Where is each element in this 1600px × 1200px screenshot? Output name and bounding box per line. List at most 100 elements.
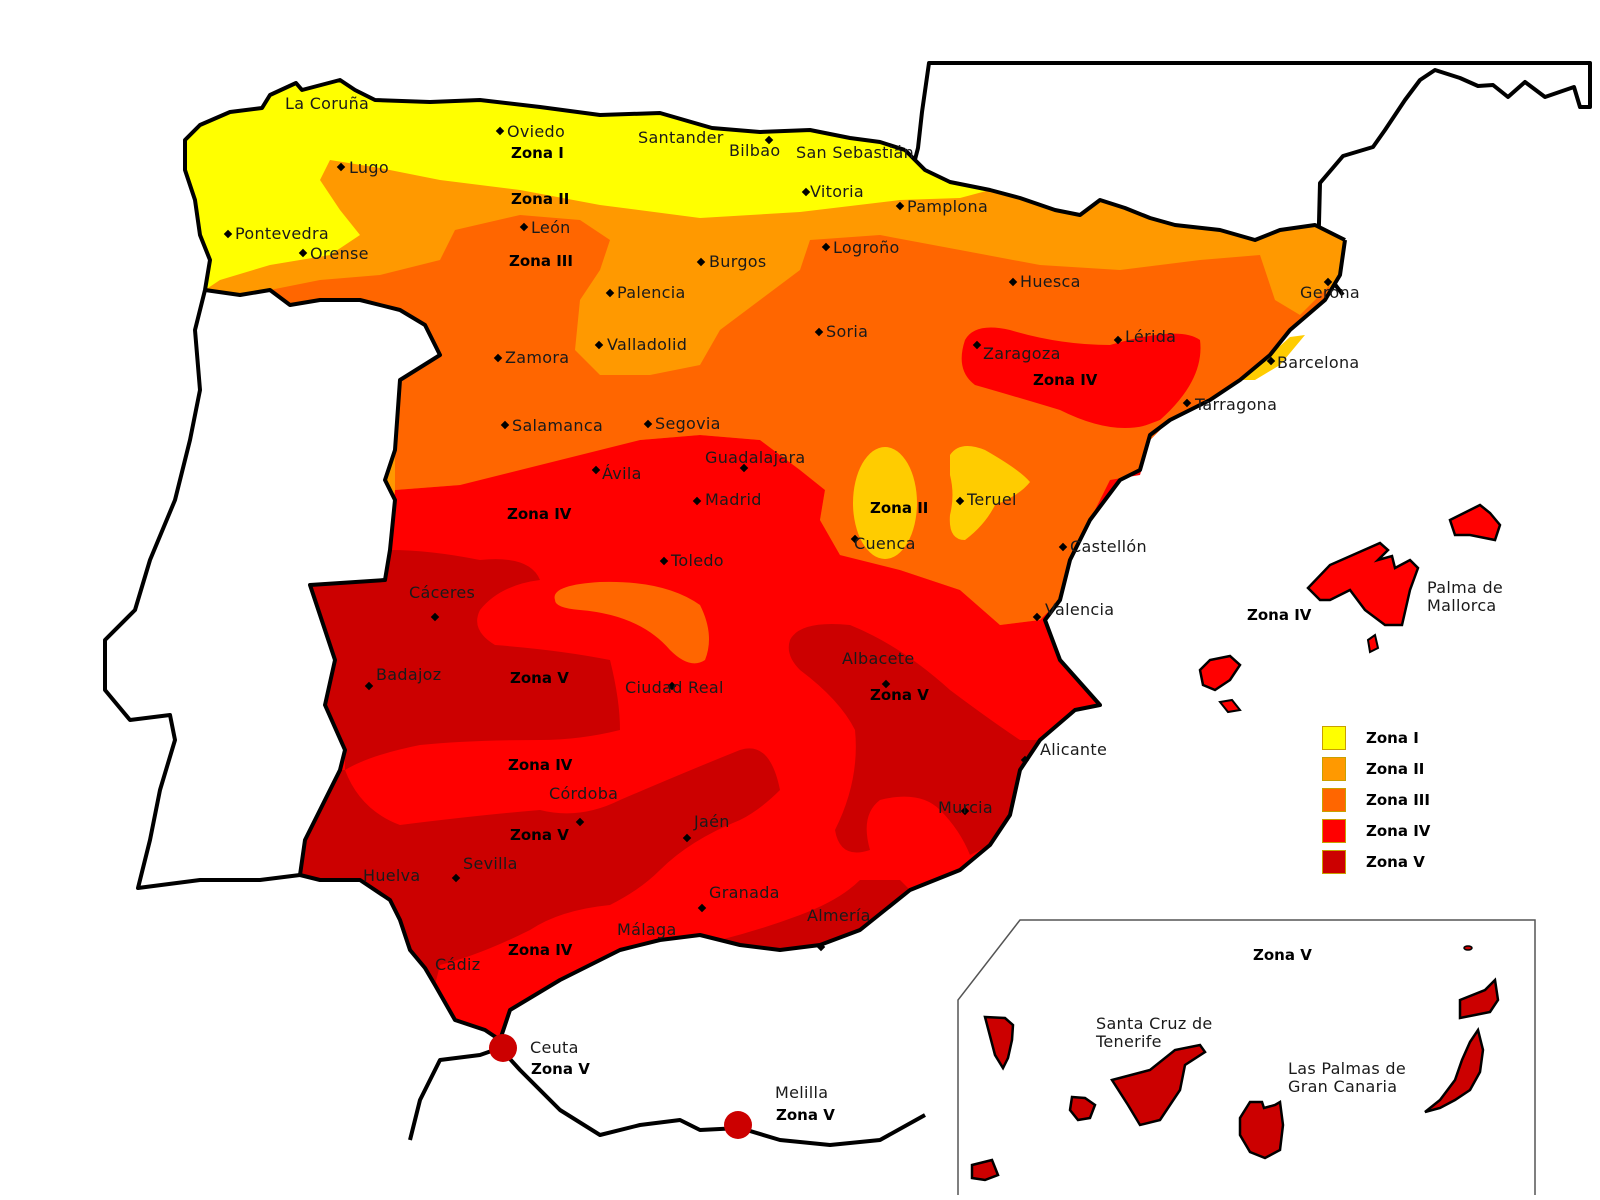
tenerife-island	[1110, 1043, 1207, 1127]
zone-label: Zona IV	[1033, 371, 1098, 389]
city-label: Cáceres	[409, 583, 476, 602]
zona-iii-ciudad-real	[554, 581, 709, 664]
city-label: Murcia	[938, 798, 994, 817]
city-label: Tenerife	[1096, 1032, 1162, 1051]
city-label: Huelva	[363, 866, 421, 885]
zona-v-albacete	[788, 624, 1040, 855]
city-label: Teruel	[967, 490, 1017, 509]
legend-label: Zona I	[1366, 728, 1419, 747]
city-label: Ávila	[602, 464, 642, 483]
city-label: Córdoba	[549, 784, 619, 803]
city-label: Castellón	[1070, 537, 1147, 556]
portugal-border	[204, 288, 442, 876]
zone-label: Zona II	[870, 499, 929, 517]
zone-label: Zona V	[870, 686, 929, 704]
city-label: Bilbao	[729, 141, 781, 160]
city-label: Gran Canaria	[1288, 1077, 1398, 1096]
city-label: Zaragoza	[983, 344, 1061, 363]
city-label: Cuenca	[854, 534, 916, 553]
menorca-island	[1448, 503, 1502, 542]
city-label: Ceuta	[530, 1038, 579, 1057]
city-label: Vitoria	[810, 182, 865, 201]
zone-label: Zona V	[531, 1060, 590, 1078]
alegranza-islet	[1463, 945, 1473, 951]
city-label: Salamanca	[512, 416, 604, 435]
city-label: Mallorca	[1427, 596, 1497, 615]
zone-label: Zona IV	[508, 756, 573, 774]
legend-swatch-zona-ii	[1322, 756, 1346, 781]
iberia-coastline	[103, 78, 1347, 1042]
legend-item-zona-ii: Zona II	[1322, 753, 1430, 784]
morocco-coastline	[408, 1046, 926, 1147]
legend-item-zona-iii: Zona III	[1322, 784, 1430, 815]
city-label: Segovia	[655, 414, 721, 433]
mallorca-island	[1306, 541, 1420, 627]
zone-label: Zona I	[511, 144, 564, 162]
city-label: Logroño	[833, 238, 900, 257]
city-label: Melilla	[775, 1083, 829, 1102]
city-label: Badajoz	[376, 665, 442, 684]
zone-label: Zona IV	[1247, 606, 1312, 624]
france-outline	[903, 61, 1592, 297]
city-label: Guadalajara	[705, 448, 806, 467]
ceuta-marker	[489, 1034, 517, 1062]
city-label: Barcelona	[1277, 353, 1360, 372]
city-label: Santa Cruz de	[1096, 1014, 1213, 1033]
france-border	[903, 148, 1346, 242]
zona-v-extremadura	[310, 550, 620, 770]
zona-iv-ebro	[961, 327, 1201, 428]
legend-item-zona-i: Zona I	[1322, 722, 1430, 753]
el-hierro-island	[970, 1158, 1000, 1182]
melilla-marker	[724, 1111, 752, 1139]
legend-label: Zona IV	[1366, 821, 1431, 840]
legend-swatch-zona-i	[1322, 725, 1346, 750]
la-palma-island	[983, 1015, 1015, 1071]
city-label: Valladolid	[607, 335, 688, 354]
city-label: Granada	[709, 883, 780, 902]
zona-v-almeria	[720, 880, 910, 950]
formentera-island	[1218, 698, 1242, 714]
zone-label: Zona IV	[507, 505, 572, 523]
city-label: Ciudad Real	[625, 678, 724, 697]
city-label: Alicante	[1040, 740, 1108, 759]
legend-label: Zona III	[1366, 790, 1430, 809]
lanzarote-island	[1458, 977, 1500, 1020]
legend-label: Zona V	[1366, 852, 1425, 871]
city-label: Las Palmas de	[1288, 1059, 1407, 1078]
canary-inset-frame	[957, 919, 1536, 1195]
city-label: Madrid	[705, 490, 762, 509]
zona-iii-region	[270, 215, 1330, 625]
city-label: Zamora	[505, 348, 570, 367]
zone-label: Zona V	[1253, 946, 1312, 964]
city-label: León	[531, 218, 571, 237]
city-label: Lugo	[349, 158, 389, 177]
city-label: Huesca	[1020, 272, 1081, 291]
city-label: Santander	[638, 128, 724, 147]
fuerteventura-island	[1424, 1026, 1485, 1114]
zone-label: Zona IV	[508, 941, 573, 959]
legend-item-zona-v: Zona V	[1322, 846, 1430, 877]
zone-label: Zona V	[776, 1106, 835, 1124]
city-label: Oviedo	[507, 122, 566, 141]
city-label: Almería	[807, 906, 871, 925]
zona-ii-cuenca	[853, 447, 917, 559]
city-label: Cádiz	[435, 955, 481, 974]
legend-swatch-zona-v	[1322, 849, 1346, 874]
city-label: Gerona	[1300, 283, 1361, 302]
city-label: San Sebastián	[796, 143, 915, 162]
zona-ii-teruel	[949, 446, 1030, 540]
city-label: Pontevedra	[235, 224, 329, 243]
legend-swatch-zona-iv	[1322, 818, 1346, 843]
city-label: Palencia	[617, 283, 686, 302]
legend: Zona I Zona II Zona III Zona IV Zona V	[1322, 722, 1430, 877]
city-label: Valencia	[1045, 600, 1115, 619]
city-label: Toledo	[671, 551, 724, 570]
zona-v-guadalquivir	[300, 748, 780, 985]
city-label: La Coruña	[285, 94, 370, 113]
zone-label: Zona V	[510, 826, 569, 844]
city-label: Sevilla	[463, 854, 518, 873]
city-label: Burgos	[709, 252, 767, 271]
legend-item-zona-iv: Zona IV	[1322, 815, 1430, 846]
zone-label: Zona V	[510, 669, 569, 687]
